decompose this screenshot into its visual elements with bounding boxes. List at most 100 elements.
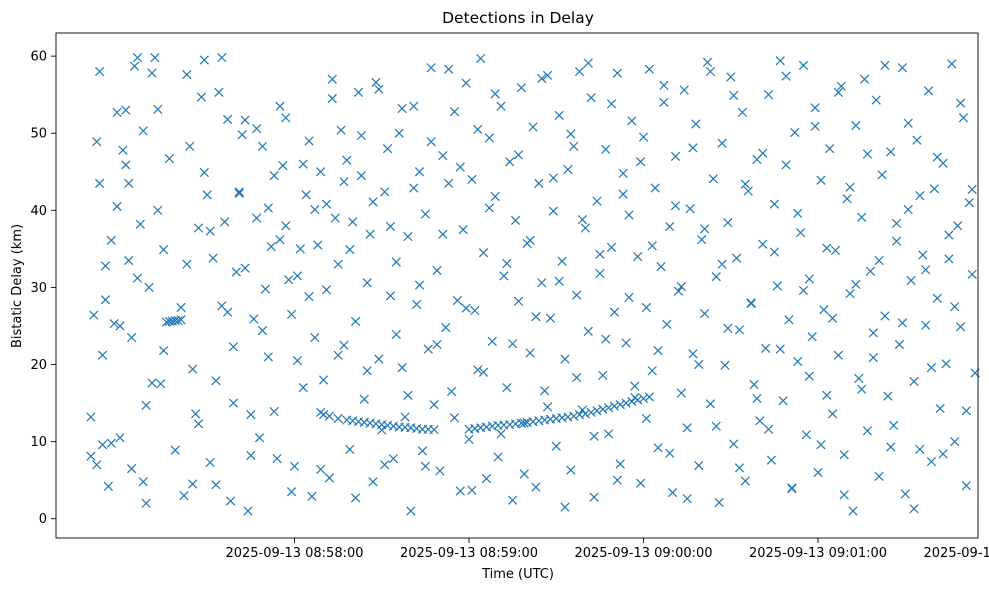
track-detection-point (569, 411, 579, 421)
detection-point (121, 105, 131, 115)
detection-point (292, 271, 303, 281)
detection-point (874, 471, 884, 481)
detection-point (688, 143, 698, 153)
detection-point (944, 230, 954, 240)
detection-point (417, 446, 428, 456)
detection-point (493, 452, 503, 462)
detection-point (691, 119, 701, 129)
detection-point (182, 70, 192, 80)
detection-point (124, 255, 134, 266)
detection-point (205, 226, 215, 236)
detection-point (449, 107, 460, 117)
detection-point (359, 394, 369, 404)
detection-point (740, 476, 750, 486)
track-detection-point (638, 393, 649, 404)
detection-point (505, 157, 515, 167)
detection-point (205, 457, 215, 468)
detection-point (711, 272, 721, 282)
detection-point (115, 433, 125, 443)
detection-point (798, 60, 809, 71)
track-detection-point (318, 410, 329, 420)
track-detection-point (609, 401, 620, 411)
detection-point (228, 342, 239, 352)
detection-point (894, 339, 905, 350)
detection-point (153, 205, 163, 215)
detection-point (865, 266, 876, 276)
detection-point (336, 125, 346, 135)
detection-point (115, 321, 125, 331)
x-tick-label: 2025-09-13 08:59:00 (400, 546, 538, 561)
detection-point (577, 214, 588, 225)
detection-point (432, 265, 442, 276)
detection-point (188, 479, 198, 489)
detection-point (260, 284, 271, 294)
y-tick-label: 40 (30, 204, 47, 219)
detection-point (717, 138, 727, 148)
chart-title: Detections in Delay (442, 9, 594, 27)
track-detection-point (627, 396, 637, 407)
detection-point (798, 285, 809, 296)
detection-point (752, 393, 762, 404)
detection-point (909, 504, 919, 514)
detection-point (173, 315, 183, 326)
detection-point (734, 325, 745, 335)
detection-point (763, 424, 774, 434)
detection-point (630, 381, 640, 391)
detection-point (705, 399, 716, 409)
detection-point (112, 107, 122, 118)
detection-point (891, 236, 902, 246)
detection-point (444, 64, 454, 74)
track-detection-point (586, 407, 596, 417)
detection-point (862, 426, 873, 436)
detection-point (781, 71, 791, 81)
track-detection-point (615, 399, 625, 410)
detection-point (455, 162, 465, 172)
detection-point (868, 352, 878, 363)
detection-point (269, 171, 279, 181)
detection-point (557, 256, 567, 266)
x-tick-label: 2025-09-13 08:58:00 (225, 546, 363, 561)
detection-point (653, 346, 663, 356)
detection-point (525, 235, 535, 246)
detection-point (880, 60, 890, 71)
detection-point (807, 332, 817, 342)
detection-point (97, 350, 108, 360)
detection-point (635, 157, 646, 167)
detection-point (487, 336, 497, 347)
detection-point (961, 406, 971, 416)
detection-point (252, 213, 262, 223)
x-tick-label: 2025-09-13 09:01:00 (749, 546, 887, 561)
detection-point (464, 434, 474, 444)
track-detection-point (621, 398, 631, 408)
detection-point (441, 322, 451, 333)
detection-point (374, 84, 384, 94)
detection-point (827, 409, 838, 419)
detection-point (627, 116, 637, 126)
detection-point (519, 469, 529, 479)
detection-point (635, 478, 646, 488)
detection-point (542, 70, 553, 81)
detection-point (918, 250, 928, 260)
detection-point (737, 107, 748, 118)
detection-point (566, 465, 576, 475)
detection-point (606, 99, 617, 109)
detection-point (406, 506, 416, 516)
detection-point (775, 56, 785, 66)
detection-point (382, 144, 393, 154)
detection-point (353, 87, 364, 97)
detection-point (266, 241, 276, 252)
detection-point (877, 170, 887, 180)
detection-point (932, 152, 942, 162)
detection-point (234, 188, 244, 198)
detection-point (726, 72, 736, 82)
detection-point (243, 506, 253, 516)
detection-point (426, 63, 436, 73)
detection-point (531, 312, 541, 322)
detection-point (662, 319, 672, 330)
detection-point (313, 240, 323, 250)
detection-point (208, 253, 218, 263)
detection-point (461, 78, 471, 88)
detection-point (106, 438, 116, 448)
detection-point (257, 325, 268, 336)
